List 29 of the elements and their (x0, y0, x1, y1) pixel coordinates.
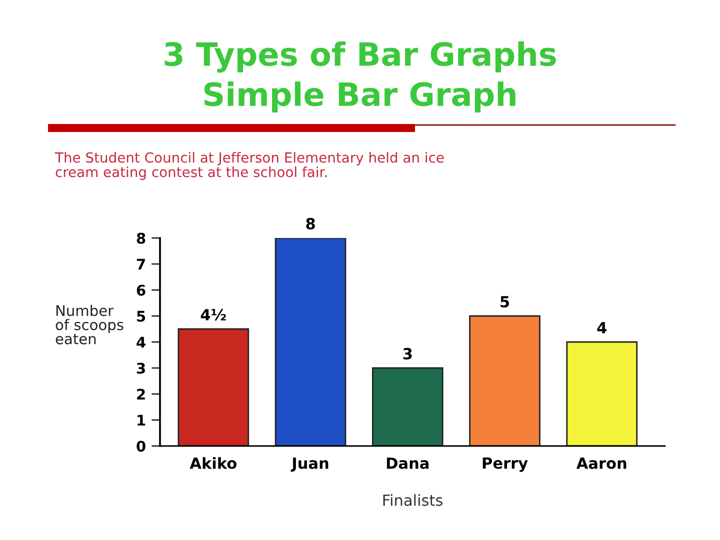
y-tick-label: 2 (137, 388, 145, 400)
y-tick-label: 6 (136, 284, 146, 296)
y-tick-label: 1 (138, 414, 146, 426)
text: The Student Council at Jefferson Elementary held an ice cream eating contest at the school fair. (54, 152, 444, 180)
x-tick-label: Aaron (576, 458, 626, 469)
data-label: 8 (306, 218, 315, 230)
bar (178, 328, 250, 446)
data-label: 4½ (200, 308, 226, 320)
x-tick-label: Dana (386, 458, 429, 469)
y-axis-title: Number of scoops eaten (56, 304, 124, 344)
bar (469, 315, 540, 446)
x-tick-label: Perry (482, 457, 528, 472)
bar (372, 367, 444, 446)
y-tick-label: 3 (136, 362, 145, 374)
x-axis-title: Finalists (383, 494, 442, 506)
bar (566, 341, 638, 446)
x-tick-label: Juan (290, 458, 328, 472)
x-tick-label: Akiko (190, 457, 236, 469)
data-label: 4 (597, 322, 606, 334)
y-tick-label: 4 (136, 336, 146, 348)
bar (274, 238, 346, 446)
data-label: 5 (500, 296, 510, 308)
y-tick-label: 7 (136, 258, 145, 270)
y-tick-label: 5 (137, 310, 146, 322)
chart-subtitle: Simple Bar Graph (204, 82, 516, 112)
y-tick-label: 8 (136, 232, 146, 244)
chart-title: 3 Types of Bar Graphs (164, 41, 556, 73)
y-tick-label: 0 (136, 440, 146, 452)
data-label: 3 (403, 348, 412, 360)
